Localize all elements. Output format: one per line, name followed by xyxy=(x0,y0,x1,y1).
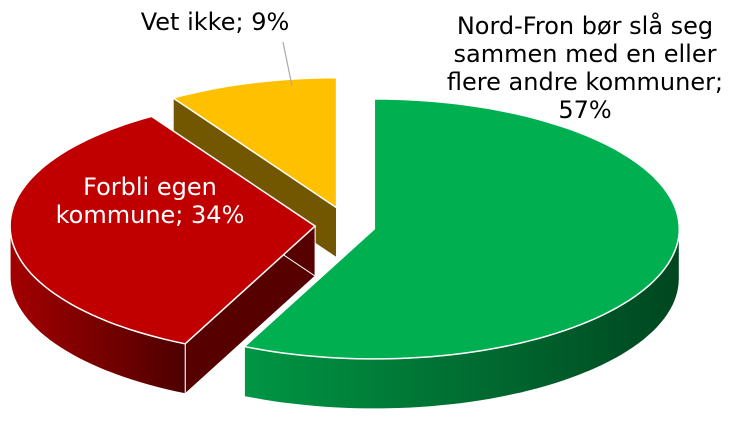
label-value: 9% xyxy=(251,8,290,36)
slice-top xyxy=(171,76,338,210)
leader-line xyxy=(282,41,293,87)
label-value: 34% xyxy=(191,201,245,229)
label-category: Forbli egen kommune xyxy=(55,173,217,229)
data-label: Vet ikke; 9% xyxy=(130,8,300,36)
pie-slice xyxy=(242,98,681,410)
label-separator: ; xyxy=(235,8,244,36)
label-value: 57% xyxy=(558,96,612,124)
slice-top xyxy=(242,98,681,360)
label-category: Vet ikke xyxy=(140,8,236,36)
data-label: Nord-Fron bør slå seg sammen med en elle… xyxy=(425,12,743,124)
label-separator: ; xyxy=(714,68,724,96)
slice-top xyxy=(9,115,317,345)
data-label: Forbli egen kommune; 34% xyxy=(40,173,260,229)
pie-slice xyxy=(9,115,317,395)
label-category: Nord-Fron bør slå seg sammen med en elle… xyxy=(446,12,717,96)
label-separator: ; xyxy=(175,201,184,229)
